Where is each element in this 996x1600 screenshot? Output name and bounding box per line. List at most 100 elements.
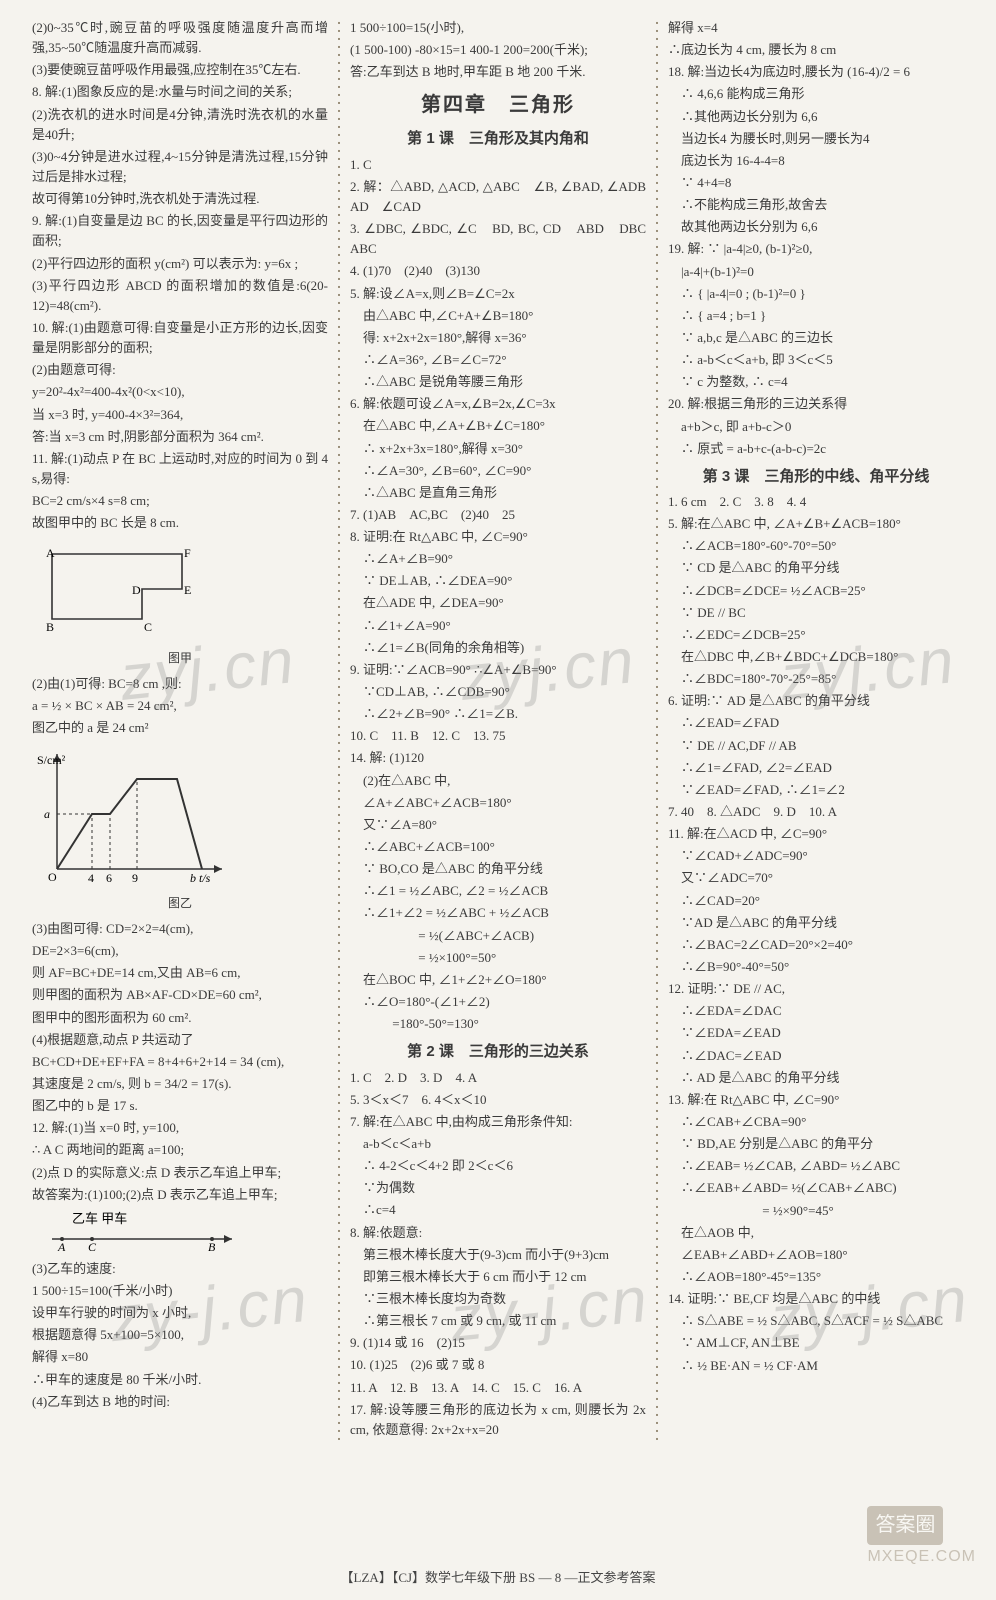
- text-line: ∴△ABC 是直角三角形: [350, 483, 646, 503]
- text-line: 18. 解:当边长4为底边时,腰长为 (16-4)/2 = 6: [668, 62, 964, 82]
- text-line: 解得 x=4: [668, 18, 964, 38]
- text-line: (4)根据题意,动点 P 共运动了: [32, 1030, 328, 1050]
- svg-text:E: E: [184, 583, 191, 597]
- text-line: ∵三根木棒长度均为奇数: [350, 1289, 646, 1309]
- text-line: ∵ BD,AE 分别是△ABC 的角平分: [668, 1134, 964, 1154]
- text-line: ∴ S△ABE = ½ S△ABC, S△ACF = ½ S△ABC: [668, 1311, 964, 1331]
- text-line: 在△BOC 中, ∠1+∠2+∠O=180°: [350, 970, 646, 990]
- text-line: a+b＞c, 即 a+b-c＞0: [668, 417, 964, 437]
- text-line: ∵ c 为整数, ∴ c=4: [668, 372, 964, 392]
- text-line: (2)在△ABC 中,: [350, 771, 646, 791]
- text-line: 其速度是 2 cm/s, 则 b = 34/2 = 17(s).: [32, 1074, 328, 1094]
- text-line: 根据题意得 5x+100=5×100,: [32, 1325, 328, 1345]
- text-line: ∴∠EAB+∠ABD= ½(∠CAB+∠ABC): [668, 1178, 964, 1198]
- text-line: ∵ CD 是△ABC 的角平分线: [668, 558, 964, 578]
- text-line: (3)由图可得: CD=2×2=4(cm),: [32, 919, 328, 939]
- text-line: 答:乙车到达 B 地时,甲车距 B 地 200 千米.: [350, 62, 646, 82]
- svg-text:B: B: [46, 620, 54, 634]
- chapter-heading: 第四章 三角形: [350, 90, 646, 121]
- text-line: 底边长为 16-4-4=8: [668, 151, 964, 171]
- text-line: ∴∠BAC=2∠CAD=20°×2=40°: [668, 935, 964, 955]
- text-line: =180°-50°=130°: [350, 1014, 646, 1034]
- text-line: a = ½ × BC × AB = 24 cm²,: [32, 696, 328, 716]
- text-line: 设甲车行驶的时间为 x 小时,: [32, 1303, 328, 1323]
- text-line: (3)要使豌豆苗呼吸作用最强,应控制在35℃左右.: [32, 60, 328, 80]
- column-2: 1 500÷100=15(小时),(1 500-100) -80×15=1 40…: [340, 18, 656, 1442]
- text-line: 10. 解:(1)由题意可得:自变量是小正方形的边长,因变量是阴影部分的面积;: [32, 318, 328, 358]
- text-line: ∴ A C 两地间的距离 a=100;: [32, 1140, 328, 1160]
- text-line: ∴∠EAB= ½∠CAB, ∠ABD= ½∠ABC: [668, 1156, 964, 1176]
- section-3-heading: 第 3 课 三角形的中线、角平分线: [668, 465, 964, 488]
- text-line: 由△ABC 中,∠C+A+∠B=180°: [350, 306, 646, 326]
- svg-text:A: A: [57, 1240, 66, 1253]
- text-line: 5. 3＜x＜7 6. 4＜x＜10: [350, 1090, 646, 1110]
- figure-yi-caption: 图乙: [32, 894, 328, 913]
- text-line: 故其他两边长分别为 6,6: [668, 217, 964, 237]
- svg-text:S/cm²: S/cm²: [37, 753, 66, 767]
- text-line: 8. 解:(1)图象反应的是:水量与时间之间的关系;: [32, 82, 328, 102]
- text-line: ∵AD 是△ABC 的角平分线: [668, 913, 964, 933]
- text-line: ∴ { a=4 ; b=1 }: [668, 306, 964, 326]
- text-line: 故图甲中的 BC 长是 8 cm.: [32, 513, 328, 533]
- text-line: BC=2 cm/s×4 s=8 cm;: [32, 491, 328, 511]
- svg-text:D: D: [132, 583, 141, 597]
- text-line: 11. A 12. B 13. A 14. C 15. C 16. A: [350, 1378, 646, 1398]
- text-line: y=20²-4x²=400-4x²(0<x<10),: [32, 382, 328, 402]
- svg-text:4: 4: [88, 871, 94, 885]
- text-line: ∴∠A=30°, ∠B=60°, ∠C=90°: [350, 461, 646, 481]
- text-line: 第三根木棒长度大于(9-3)cm 而小于(9+3)cm: [350, 1245, 646, 1265]
- svg-text:a: a: [44, 807, 50, 821]
- text-line: 9. 解:(1)自变量是边 BC 的长,因变量是平行四边形的面积;: [32, 211, 328, 251]
- text-line: 20. 解:根据三角形的三边关系得: [668, 394, 964, 414]
- text-line: 11. 解:在△ACD 中, ∠C=90°: [668, 824, 964, 844]
- text-line: 10. (1)25 (2)6 或 7 或 8: [350, 1355, 646, 1375]
- text-line: 又∵∠ADC=70°: [668, 868, 964, 888]
- text-line: 19. 解: ∵ |a-4|≥0, (b-1)²≥0,: [668, 239, 964, 259]
- text-line: ∴ x+2x+3x=180°,解得 x=30°: [350, 439, 646, 459]
- text-line: ∴∠2+∠B=90° ∴∠1=∠B.: [350, 704, 646, 724]
- text-line: (1 500-100) -80×15=1 400-1 200=200(千米);: [350, 40, 646, 60]
- text-line: ∴∠AOB=180°-45°=135°: [668, 1267, 964, 1287]
- figure-jia: A F E D C B 图甲: [32, 539, 328, 668]
- text-line: ∴∠EDA=∠DAC: [668, 1001, 964, 1021]
- text-line: ∵ AM⊥CF, AN⊥BE: [668, 1333, 964, 1353]
- text-line: ∴∠EDC=∠DCB=25°: [668, 625, 964, 645]
- text-line: ∵ DE // BC: [668, 603, 964, 623]
- section-1-heading: 第 1 课 三角形及其内角和: [350, 127, 646, 150]
- text-line: (2)由(1)可得: BC=8 cm ,则:: [32, 674, 328, 694]
- svg-text:B: B: [208, 1240, 216, 1253]
- svg-text:C: C: [144, 620, 152, 634]
- svg-text:9: 9: [132, 871, 138, 885]
- text-line: ∴∠CAB+∠CBA=90°: [668, 1112, 964, 1132]
- text-line: 11. 解:(1)动点 P 在 BC 上运动时,对应的时间为 0 到 4 s,易…: [32, 449, 328, 489]
- text-line: 5. 解:在△ABC 中, ∠A+∠B+∠ACB=180°: [668, 514, 964, 534]
- column-3: 解得 x=4∴底边长为 4 cm, 腰长为 8 cm18. 解:当边长4为底边时…: [658, 18, 974, 1442]
- text-line: ∴ 4-2＜c＜4+2 即 2＜c＜6: [350, 1156, 646, 1176]
- text-line: ∴底边长为 4 cm, 腰长为 8 cm: [668, 40, 964, 60]
- text-line: ∵ a,b,c 是△ABC 的三边长: [668, 328, 964, 348]
- figure-jia-caption: 图甲: [32, 649, 328, 668]
- text-line: 8. 证明:在 Rt△ABC 中, ∠C=90°: [350, 527, 646, 547]
- text-line: 解得 x=80: [32, 1347, 328, 1367]
- text-line: ∴∠DCB=∠DCE= ½∠ACB=25°: [668, 581, 964, 601]
- text-line: 13. 解:在 Rt△ABC 中, ∠C=90°: [668, 1090, 964, 1110]
- text-line: (4)乙车到达 B 地的时间:: [32, 1392, 328, 1412]
- text-line: 1. C: [350, 155, 646, 175]
- svg-text:乙车 甲车: 乙车 甲车: [72, 1211, 127, 1226]
- text-line: = ½×90°=45°: [668, 1201, 964, 1221]
- text-line: 7. 40 8. △ADC 9. D 10. A: [668, 802, 964, 822]
- text-line: BC+CD+DE+EF+FA = 8+4+6+2+14 = 34 (cm),: [32, 1052, 328, 1072]
- text-line: 又∵∠A=80°: [350, 815, 646, 835]
- column-1: (2)0~35℃时,豌豆苗的呼吸强度随温度升高而增强,35~50℃随温度升高而减…: [22, 18, 338, 1442]
- text-line: ∴∠1 = ½∠ABC, ∠2 = ½∠ACB: [350, 881, 646, 901]
- svg-text:C: C: [88, 1240, 97, 1253]
- text-line: 1. C 2. D 3. D 4. A: [350, 1068, 646, 1088]
- text-line: = ½(∠ABC+∠ACB): [350, 926, 646, 946]
- text-line: 9. 证明:∵∠ACB=90° ∴∠A+∠B=90°: [350, 660, 646, 680]
- text-line: ∴甲车的速度是 80 千米/小时.: [32, 1370, 328, 1390]
- text-line: 在△ADE 中, ∠DEA=90°: [350, 593, 646, 613]
- figure-numberline: 乙车 甲车 A C B: [32, 1211, 328, 1253]
- text-line: 6. 证明:∵ AD 是△ABC 的角平分线: [668, 691, 964, 711]
- text-line: DE=2×3=6(cm),: [32, 941, 328, 961]
- text-line: 9. (1)14 或 16 (2)15: [350, 1333, 646, 1353]
